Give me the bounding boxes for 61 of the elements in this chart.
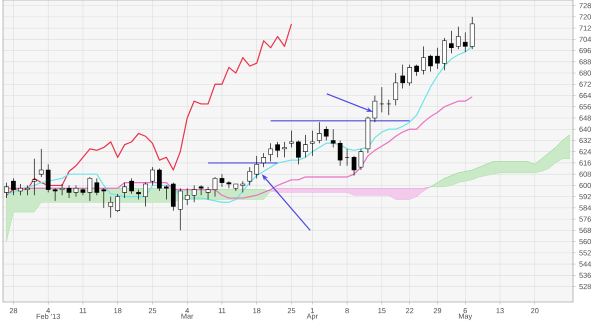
candlestick	[289, 130, 294, 148]
candlestick	[358, 148, 364, 170]
candlestick	[32, 158, 37, 196]
candlestick	[157, 168, 162, 192]
candlestick	[212, 176, 218, 197]
candlestick	[143, 182, 148, 207]
candlestick	[310, 130, 315, 156]
candlestick	[324, 126, 329, 141]
candlestick	[170, 182, 176, 212]
candlestick	[122, 182, 128, 198]
candlestick	[400, 64, 406, 89]
candlestick	[316, 122, 322, 144]
candlestick	[66, 185, 72, 198]
candlestick	[352, 156, 356, 176]
candlestick	[115, 194, 120, 212]
candlestick	[101, 188, 106, 208]
candlestick	[74, 185, 78, 197]
candlestick	[129, 178, 134, 194]
candlestick	[178, 188, 183, 231]
candlestick	[372, 95, 378, 123]
candlestick	[393, 72, 398, 106]
candlestick	[330, 128, 336, 148]
candlestick	[108, 196, 114, 218]
candlestick	[435, 47, 440, 70]
candlestick	[240, 180, 246, 193]
candlestick	[88, 176, 92, 202]
candlestick	[421, 46, 426, 75]
candlestick	[60, 184, 64, 196]
candlestick	[18, 184, 23, 196]
candlestick	[462, 32, 468, 52]
candlestick	[268, 142, 273, 162]
candlestick	[275, 142, 280, 158]
candlestick	[184, 188, 190, 206]
candlestick	[338, 140, 342, 166]
candlestick	[407, 64, 412, 86]
candlestick	[282, 142, 287, 158]
candlestick	[442, 38, 447, 71]
candlestick	[254, 156, 260, 179]
candlestick	[448, 30, 454, 54]
candlestick	[303, 134, 308, 158]
candlestick	[46, 164, 51, 193]
candlestick	[164, 185, 169, 200]
candlestick	[261, 152, 266, 168]
candlestick	[247, 166, 252, 186]
candlestick	[24, 185, 30, 196]
candlestick	[428, 54, 433, 72]
candlestick	[386, 99, 392, 116]
candlestick	[192, 185, 197, 203]
candlestick	[206, 186, 210, 200]
candlestick	[220, 174, 224, 188]
candlestick	[456, 26, 461, 50]
candlestick	[198, 185, 204, 196]
candlestick	[94, 178, 100, 196]
candlestick	[150, 166, 155, 186]
candlestick	[296, 140, 301, 165]
candlestick	[414, 64, 419, 76]
candlestick	[52, 188, 58, 202]
candlestick	[11, 178, 16, 196]
candlestick	[136, 189, 141, 200]
candlestick	[38, 148, 44, 178]
candlestick	[470, 16, 475, 50]
